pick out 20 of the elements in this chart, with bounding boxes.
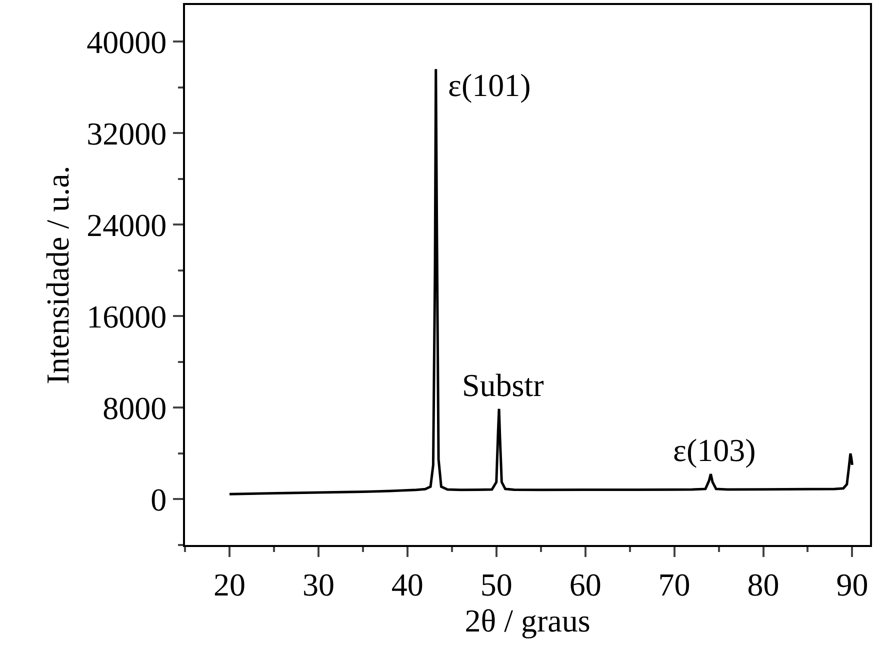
x-tick-label: 50 [480,566,512,602]
y-tick-label: 32000 [86,115,167,152]
x-tick-label: 40 [391,566,424,602]
y-tick-label: 8000 [102,390,167,426]
x-tick-label: 20 [213,566,246,602]
annotation: ε(101) [448,67,531,103]
x-tick-label: 70 [658,566,690,602]
x-tick-label: 60 [569,566,602,602]
y-axis-title: Intensidade / u.a. [39,166,76,384]
x-axis-title: 2θ / graus [464,602,590,638]
y-tick-label: 0 [150,481,167,518]
y-tick-label: 24000 [86,206,167,243]
x-tick-label: 30 [302,566,334,602]
annotation: Substr [462,367,544,403]
line-series [228,68,854,496]
x-tick-label: 80 [747,566,780,602]
y-tick-label: 40000 [86,24,167,60]
x-tick-label: 90 [836,566,868,602]
annotation: ε(103) [673,432,756,468]
y-tick-label: 16000 [86,298,167,334]
